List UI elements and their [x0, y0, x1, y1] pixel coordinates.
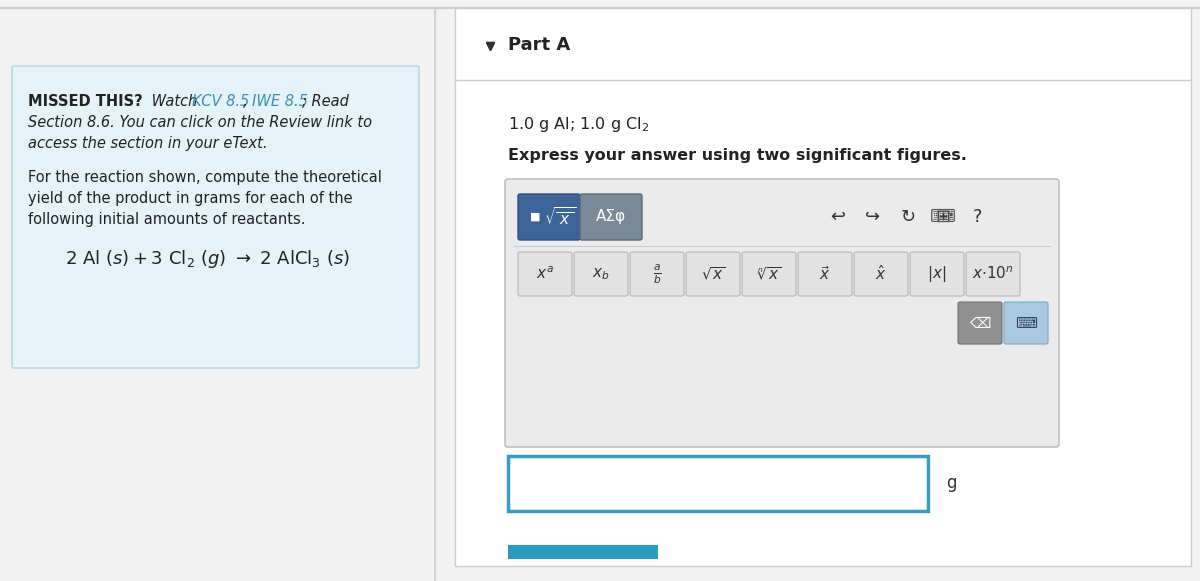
Text: ; Read: ; Read	[302, 94, 349, 109]
Text: ↪: ↪	[865, 208, 881, 226]
FancyBboxPatch shape	[910, 252, 964, 296]
Text: Part A: Part A	[508, 36, 570, 54]
FancyBboxPatch shape	[798, 252, 852, 296]
Text: ,: ,	[242, 94, 247, 109]
Text: ?: ?	[973, 208, 983, 226]
FancyBboxPatch shape	[958, 302, 1002, 344]
Text: Section 8.6. You can click on the Review link to: Section 8.6. You can click on the Review…	[28, 115, 372, 130]
Text: $x^a$: $x^a$	[536, 266, 554, 282]
Text: KCV 8.5: KCV 8.5	[192, 94, 250, 109]
Text: $\hat{x}$: $\hat{x}$	[875, 264, 887, 284]
Text: For the reaction shown, compute the theoretical: For the reaction shown, compute the theo…	[28, 170, 382, 185]
Text: IWE 8.5: IWE 8.5	[252, 94, 308, 109]
Text: yield of the product in grams for each of the: yield of the product in grams for each o…	[28, 191, 353, 206]
Text: MISSED THIS?: MISSED THIS?	[28, 94, 143, 109]
Text: following initial amounts of reactants.: following initial amounts of reactants.	[28, 212, 306, 227]
FancyBboxPatch shape	[854, 252, 908, 296]
Text: Express your answer using two significant figures.: Express your answer using two significan…	[508, 148, 967, 163]
FancyBboxPatch shape	[518, 252, 572, 296]
FancyBboxPatch shape	[505, 179, 1060, 447]
Text: ⊞: ⊞	[936, 208, 950, 226]
Text: ↩: ↩	[830, 208, 846, 226]
Text: ⌨: ⌨	[930, 208, 956, 226]
Text: Watch: Watch	[148, 94, 202, 109]
Text: ⌫: ⌫	[970, 315, 991, 331]
FancyBboxPatch shape	[1004, 302, 1048, 344]
FancyBboxPatch shape	[508, 456, 928, 511]
FancyBboxPatch shape	[742, 252, 796, 296]
Text: $\vec{x}$: $\vec{x}$	[820, 265, 830, 283]
Text: $\sqrt{\overline{\;x\;}}$: $\sqrt{\overline{\;x\;}}$	[544, 206, 577, 228]
FancyBboxPatch shape	[966, 252, 1020, 296]
Text: g: g	[946, 475, 956, 493]
Text: 1.0 g Al; 1.0 g Cl$_2$: 1.0 g Al; 1.0 g Cl$_2$	[508, 115, 649, 134]
FancyBboxPatch shape	[580, 194, 642, 240]
Text: $x{\cdot}10^n$: $x{\cdot}10^n$	[972, 266, 1014, 282]
FancyBboxPatch shape	[630, 252, 684, 296]
Text: $\sqrt[n]{x}$: $\sqrt[n]{x}$	[757, 266, 781, 282]
Text: $x_b$: $x_b$	[592, 266, 610, 282]
Text: ■: ■	[530, 212, 540, 222]
FancyBboxPatch shape	[508, 545, 658, 559]
Text: $|x|$: $|x|$	[928, 264, 947, 284]
Text: AΣφ: AΣφ	[596, 210, 626, 224]
Text: ⌨: ⌨	[1015, 315, 1037, 331]
Text: $\rm 2\ Al\ (\mathit{s}) + 3\ Cl_2\ (\mathit{g})\ \rightarrow\ 2\ AlCl_3\ (\math: $\rm 2\ Al\ (\mathit{s}) + 3\ Cl_2\ (\ma…	[65, 248, 350, 270]
Text: access the section in your eText.: access the section in your eText.	[28, 136, 268, 151]
FancyBboxPatch shape	[686, 252, 740, 296]
Text: $\sqrt{x}$: $\sqrt{x}$	[701, 266, 725, 282]
FancyBboxPatch shape	[574, 252, 628, 296]
FancyBboxPatch shape	[12, 66, 419, 368]
Text: $\frac{a}{b}$: $\frac{a}{b}$	[653, 262, 661, 286]
Text: ↻: ↻	[900, 208, 916, 226]
FancyBboxPatch shape	[455, 8, 1190, 566]
FancyBboxPatch shape	[518, 194, 580, 240]
